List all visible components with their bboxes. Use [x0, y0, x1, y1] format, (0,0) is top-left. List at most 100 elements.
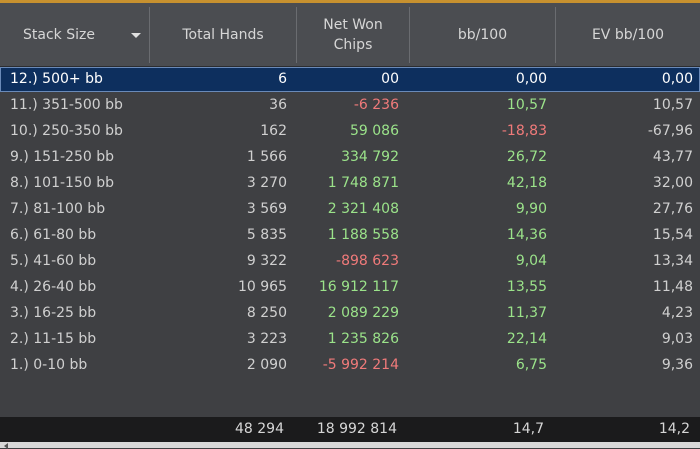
header-divider — [0, 66, 700, 67]
stack-size-cell: 7.) 81-100 bb — [10, 201, 106, 217]
net-won-cell: -898 623 — [336, 253, 399, 269]
bb100-cell: 14,36 — [506, 227, 547, 243]
bb100-cell: 11,37 — [506, 305, 547, 321]
ev-bb100-cell: 9,03 — [661, 331, 693, 347]
table-row[interactable]: 10.) 250-350 bb 162 59 086 -18,83 -67,96 — [0, 119, 700, 144]
ev-bb100-cell: 0,00 — [661, 71, 693, 87]
column-header-bb100[interactable]: bb/100 — [410, 3, 555, 66]
table-totals-row: 48 294 18 992 814 14,7 14,2 — [0, 417, 700, 442]
stack-size-cell: 5.) 41-60 bb — [10, 253, 97, 269]
net-won-label-line1: Net Won — [323, 16, 383, 33]
stack-size-cell: 6.) 61-80 bb — [10, 227, 97, 243]
table-row[interactable]: 11.) 351-500 bb 36 -6 236 10,57 10,57 — [0, 93, 700, 118]
total-hands-cell: 9 322 — [246, 253, 287, 269]
ev-bb100-cell: 9,36 — [661, 357, 693, 373]
total-hands-cell: 10 965 — [238, 279, 287, 295]
table-row[interactable]: 7.) 81-100 bb 3 569 2 321 408 9,90 27,76 — [0, 197, 700, 222]
column-header-total-hands[interactable]: Total Hands — [150, 3, 296, 66]
ev-bb100-cell: 11,48 — [652, 279, 693, 295]
bb100-cell: 26,72 — [506, 149, 547, 165]
bb100-cell: 22,14 — [506, 331, 547, 347]
stack-size-cell: 8.) 101-150 bb — [10, 175, 114, 191]
total-hands-cell: 1 566 — [246, 149, 287, 165]
column-header-bb100-label: bb/100 — [457, 26, 508, 43]
table-row[interactable]: 1.) 0-10 bb 2 090 -5 992 214 6,75 9,36 — [0, 353, 700, 378]
bb100-cell: 6,75 — [515, 357, 547, 373]
table-row[interactable]: 2.) 11-15 bb 3 223 1 235 826 22,14 9,03 — [0, 327, 700, 352]
ev-bb100-cell: 27,76 — [652, 201, 693, 217]
stack-size-cell: 11.) 351-500 bb — [10, 97, 123, 113]
bb100-cell: 42,18 — [506, 175, 547, 191]
total-hands-sum: 48 294 — [235, 421, 284, 437]
total-net-won-sum: 18 992 814 — [316, 421, 397, 437]
total-hands-cell: 162 — [260, 123, 287, 139]
horizontal-scrollbar[interactable] — [0, 442, 700, 449]
net-won-cell: 334 792 — [341, 149, 399, 165]
total-hands-cell: 36 — [269, 97, 287, 113]
column-header-ev-bb100-label: EV bb/100 — [591, 26, 665, 43]
column-separator — [296, 7, 297, 63]
net-won-cell: 1 748 871 — [327, 175, 399, 191]
ev-bb100-cell: 10,57 — [652, 97, 693, 113]
column-header-ev-bb100[interactable]: EV bb/100 — [556, 3, 700, 66]
total-hands-cell: 3 270 — [246, 175, 287, 191]
table-row[interactable]: 12.) 500+ bb 6 00 0,00 0,00 — [0, 67, 700, 92]
table-row[interactable]: 9.) 151-250 bb 1 566 334 792 26,72 43,77 — [0, 145, 700, 170]
ev-bb100-cell: 43,77 — [652, 149, 693, 165]
bb100-cell: 9,90 — [515, 201, 547, 217]
stack-size-cell: 9.) 151-250 bb — [10, 149, 114, 165]
chevron-down-icon[interactable] — [131, 33, 141, 38]
net-won-cell: -6 236 — [353, 97, 399, 113]
stack-size-cell: 3.) 16-25 bb — [10, 305, 97, 321]
stack-size-cell: 4.) 26-40 bb — [10, 279, 97, 295]
column-header-net-won-label: Net Won Chips — [323, 15, 383, 55]
column-separator — [409, 7, 410, 63]
bb100-cell: -18,83 — [501, 123, 547, 139]
column-header-stack-size[interactable]: Stack Size — [0, 3, 150, 66]
total-hands-cell: 2 090 — [246, 357, 287, 373]
stack-size-cell: 12.) 500+ bb — [10, 71, 103, 87]
arrow-left-icon[interactable] — [4, 443, 8, 449]
bb100-cell: 9,04 — [515, 253, 547, 269]
net-won-cell: 59 086 — [350, 123, 399, 139]
bb100-cell: 13,55 — [506, 279, 547, 295]
table-row[interactable]: 6.) 61-80 bb 5 835 1 188 558 14,36 15,54 — [0, 223, 700, 248]
table-row[interactable]: 8.) 101-150 bb 3 270 1 748 871 42,18 32,00 — [0, 171, 700, 196]
column-header-stack-size-label: Stack Size — [23, 26, 95, 43]
net-won-cell: 2 089 229 — [327, 305, 399, 321]
bb100-cell: 10,57 — [506, 97, 547, 113]
ev-bb100-cell: 15,54 — [652, 227, 693, 243]
column-separator — [149, 7, 150, 63]
net-won-cell: 2 321 408 — [327, 201, 399, 217]
total-hands-cell: 8 250 — [246, 305, 287, 321]
column-header-net-won[interactable]: Net Won Chips — [297, 3, 409, 66]
total-hands-cell: 6 — [278, 71, 287, 87]
table-row[interactable]: 3.) 16-25 bb 8 250 2 089 229 11,37 4,23 — [0, 301, 700, 326]
net-won-cell: 1 235 826 — [327, 331, 399, 347]
top-accent-bar — [0, 0, 700, 3]
total-hands-cell: 3 569 — [246, 201, 287, 217]
table-row[interactable]: 5.) 41-60 bb 9 322 -898 623 9,04 13,34 — [0, 249, 700, 274]
net-won-cell: -5 992 214 — [322, 357, 399, 373]
net-won-cell: 1 188 558 — [327, 227, 399, 243]
total-bb100: 14,7 — [512, 421, 544, 437]
bb100-cell: 0,00 — [515, 71, 547, 87]
ev-bb100-cell: -67,96 — [647, 123, 693, 139]
total-hands-cell: 5 835 — [246, 227, 287, 243]
table-header: Stack Size Total Hands Net Won Chips bb/… — [0, 3, 700, 66]
ev-bb100-cell: 32,00 — [652, 175, 693, 191]
ev-bb100-cell: 4,23 — [661, 305, 693, 321]
total-hands-cell: 3 223 — [246, 331, 287, 347]
net-won-label-line2: Chips — [333, 36, 373, 53]
stack-size-cell: 10.) 250-350 bb — [10, 123, 123, 139]
net-won-cell: 00 — [381, 71, 399, 87]
column-header-total-hands-label: Total Hands — [182, 26, 264, 43]
column-separator — [555, 7, 556, 63]
net-won-cell: 16 912 117 — [318, 279, 399, 295]
ev-bb100-cell: 13,34 — [652, 253, 693, 269]
table-row[interactable]: 4.) 26-40 bb 10 965 16 912 117 13,55 11,48 — [0, 275, 700, 300]
stack-size-cell: 2.) 11-15 bb — [10, 331, 97, 347]
total-ev-bb100: 14,2 — [658, 421, 690, 437]
stack-size-cell: 1.) 0-10 bb — [10, 357, 88, 373]
